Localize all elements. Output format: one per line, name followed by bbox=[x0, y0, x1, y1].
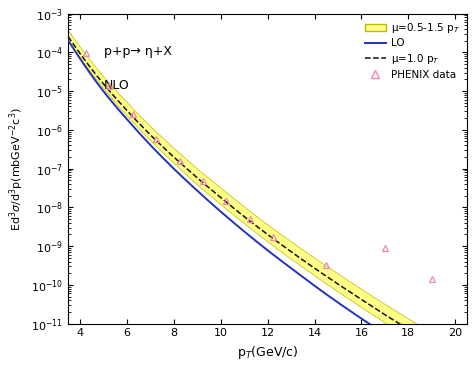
Y-axis label: Ed$^{3}\sigma$/d$^{3}$p(mbGeV$^{-2}$c$^{3}$): Ed$^{3}\sigma$/d$^{3}$p(mbGeV$^{-2}$c$^{… bbox=[7, 107, 26, 230]
X-axis label: p$_{T}$(GeV/c): p$_{T}$(GeV/c) bbox=[237, 344, 298, 361]
Text: p+p→ η+X: p+p→ η+X bbox=[104, 45, 172, 57]
Text: NLO: NLO bbox=[104, 79, 130, 92]
Legend: μ=0.5-1.5 p$_{T}$, LO, μ=1.0 p$_{T}$, PHENIX data: μ=0.5-1.5 p$_{T}$, LO, μ=1.0 p$_{T}$, PH… bbox=[361, 17, 464, 84]
